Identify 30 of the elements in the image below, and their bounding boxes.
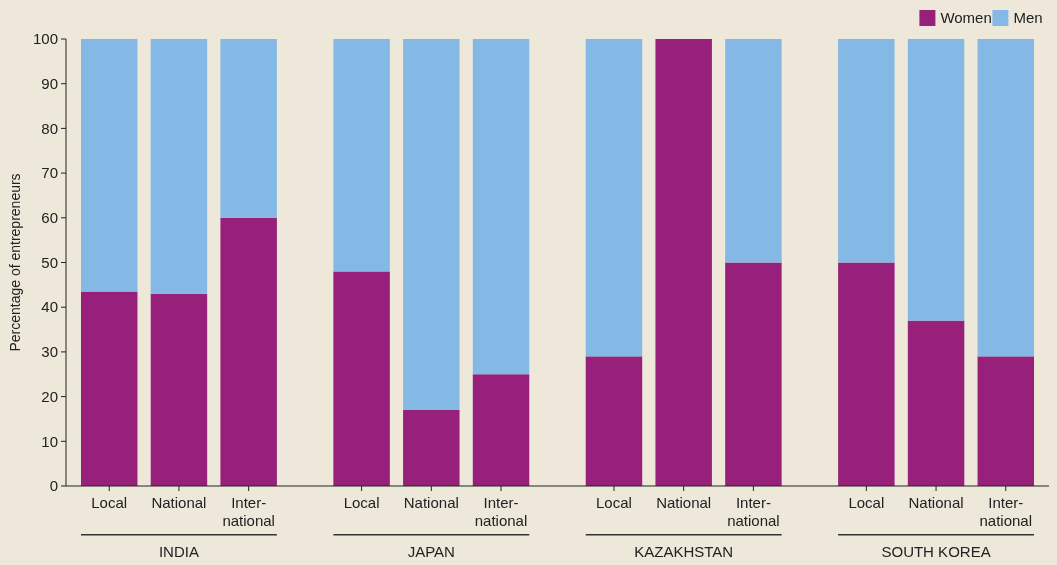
x-tick-label: Inter- national (222, 494, 275, 529)
legend-label: Men (1013, 9, 1043, 27)
y-tick-label: 40 (41, 298, 58, 316)
y-tick-label: 100 (32, 30, 58, 48)
text: KAZAKHSTAN (634, 543, 734, 560)
y-tick-label: 50 (41, 253, 58, 271)
x-tick-label: Inter- national (474, 494, 528, 529)
x-tick-label: National (403, 494, 459, 511)
y-tick-label: 20 (41, 387, 58, 405)
y-tick-label: 80 (41, 119, 58, 137)
x-tick-label: Inter- national (979, 494, 1033, 529)
y-tick-label: 10 (41, 432, 58, 450)
y-tick-label: 70 (41, 164, 58, 182)
text: INDIA (158, 543, 199, 560)
legend-label: Women (940, 9, 992, 27)
x-tick-label: Local (91, 494, 128, 511)
y-tick-label: 0 (49, 477, 58, 495)
x-tick-label: National (656, 494, 712, 511)
y-tick-label: 60 (41, 209, 58, 227)
text: SOUTH KOREA (881, 543, 991, 560)
y-tick-label: 90 (41, 74, 58, 92)
y-tick-label: 30 (41, 343, 58, 361)
x-tick-label: Local (596, 494, 632, 511)
x-tick-label: National (151, 494, 207, 511)
x-tick-label: Local (848, 494, 885, 511)
y-axis-title: Percentage of entrepreneurs (7, 173, 23, 352)
text: JAPAN (407, 543, 455, 560)
x-tick-label: Inter- national (727, 494, 780, 529)
x-tick-label: Local (343, 494, 380, 511)
x-tick-label: National (908, 494, 964, 511)
